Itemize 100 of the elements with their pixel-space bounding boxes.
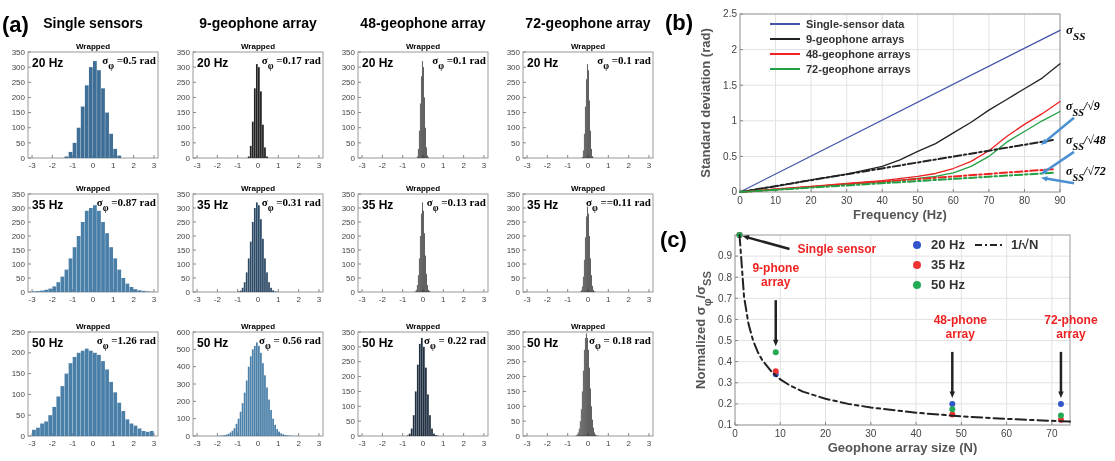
y-tick-label: 200 (176, 231, 191, 241)
x-tick-label: 60 (1001, 428, 1013, 439)
chart-subtitle: Wrapped (570, 42, 606, 51)
x-tick-label: 40 (910, 428, 923, 439)
x-tick-label: 1 (111, 439, 117, 448)
x-tick-label: 2 (296, 295, 302, 304)
chart-subtitle: Wrapped (75, 42, 111, 51)
y-tick-label: 300 (341, 62, 356, 72)
annotation: 20 Hz (32, 56, 64, 70)
y-tick-label: 300 (506, 203, 521, 213)
x-tick-label: -3 (193, 295, 202, 304)
x-tick-label: 3 (646, 439, 652, 448)
legend-label: 20 Hz (931, 237, 966, 252)
chart-subtitle: Wrapped (240, 42, 276, 51)
y-tick-label: 0 (20, 287, 26, 297)
x-tick-label: 0 (585, 295, 591, 304)
y-tick-label: 0.8 (718, 271, 733, 283)
x-tick-label: 3 (151, 161, 157, 170)
y-tick-label: 250 (176, 217, 191, 227)
x-tick-label: 1 (276, 295, 282, 304)
x-tick-label: 60 (947, 195, 960, 206)
x-tick-label: 40 (876, 195, 889, 206)
x-tick-label: 20 (819, 428, 832, 439)
x-tick-label: 30 (841, 195, 853, 206)
x-tick-label: 3 (481, 439, 487, 448)
y-tick-label: 300 (341, 203, 356, 213)
y-tick-label: 150 (11, 245, 26, 255)
y-tick-label: 500 (176, 345, 191, 354)
annotation: 20 Hz (527, 56, 559, 70)
annotation: σ$_{φ}$ =1.26 rad (96, 334, 156, 351)
y-tick-label: 150 (506, 108, 521, 118)
y-tick-label: 100 (506, 259, 521, 269)
y-tick-label: 300 (506, 342, 521, 352)
y-tick-label: 100 (11, 123, 26, 133)
y-tick-label: 0.5 (723, 150, 738, 162)
y-tick-label: 300 (176, 379, 191, 389)
x-tick-label: -2 (213, 161, 222, 170)
legend-label: 9-geophone arrays (806, 33, 905, 45)
x-tick-label: 2 (626, 161, 632, 170)
annotation: σ$_{φ}$ =0.87 rad (96, 196, 156, 213)
x-tick-label: 0 (255, 439, 261, 448)
chart-subtitle: Wrapped (405, 42, 441, 51)
x-tick-label: 2 (296, 439, 302, 448)
y-tick-label: 250 (176, 77, 191, 87)
chart-title: 9-geophone array (199, 15, 317, 31)
y-tick-label: 300 (176, 62, 191, 72)
y-tick-label: 50 (346, 138, 356, 148)
x-tick-label: -3 (28, 439, 37, 448)
annotation: 20 Hz (197, 56, 229, 70)
x-tick-label: 50 (912, 195, 924, 206)
x-tick-label: 1 (111, 295, 117, 304)
legend-label: 72-geophone arrays (806, 63, 911, 75)
y-tick-label: 2 (731, 43, 738, 55)
y-tick-label: 250 (506, 77, 521, 87)
x-tick-label: -1 (399, 295, 407, 304)
x-tick-label: -3 (193, 439, 202, 448)
legend-label: 1/√N (1011, 237, 1039, 252)
x-tick-label: -3 (358, 295, 367, 304)
y-tick-label: 150 (11, 369, 26, 379)
y-tick-label: 0.1 (718, 419, 733, 431)
y-tick-label: 200 (11, 231, 26, 241)
y-tick-label: 200 (341, 372, 356, 382)
y-tick-label: 300 (11, 203, 26, 213)
annotation: Single sensor (797, 242, 877, 256)
y-axis-title: Standard deviation (rad) (698, 28, 713, 178)
x-tick-label: -2 (48, 161, 57, 170)
y-tick-label: 350 (506, 327, 521, 337)
y-tick-label: 100 (506, 123, 521, 133)
annotation: 35 Hz (362, 198, 394, 212)
y-tick-label: 100 (341, 259, 356, 269)
y-tick-label: 50 (346, 273, 356, 283)
x-tick-label: -1 (69, 439, 77, 448)
x-tick-label: 70 (1046, 428, 1058, 439)
x-tick-label: 1 (606, 161, 612, 170)
y-tick-label: 300 (341, 342, 356, 352)
annotation: 35 Hz (32, 198, 64, 212)
y-tick-label: 100 (176, 123, 191, 133)
y-tick-label: 0 (515, 153, 521, 163)
annotation: 50 Hz (527, 336, 559, 350)
text: (a) (2, 12, 29, 37)
annotation: 50 Hz (32, 336, 64, 350)
chart-title: Wrapped (240, 184, 276, 193)
x-tick-label: -3 (358, 161, 367, 170)
x-tick-label: 2 (131, 439, 137, 448)
x-tick-label: 0 (585, 439, 591, 448)
x-tick-label: 2 (626, 295, 632, 304)
x-tick-label: -2 (213, 439, 222, 448)
chart-title: Wrapped (405, 322, 441, 331)
x-tick-label: 1 (276, 439, 282, 448)
x-tick-label: 0 (420, 161, 426, 170)
y-tick-label: 50 (346, 416, 356, 426)
x-tick-label: -1 (564, 161, 572, 170)
x-tick-label: -2 (378, 161, 387, 170)
y-tick-label: 0.2 (718, 398, 733, 410)
text: σ$_{SS}$/√9 (1066, 98, 1100, 118)
y-tick-label: 0.6 (718, 313, 733, 325)
y-tick-label: 250 (11, 77, 26, 87)
y-tick-label: 350 (176, 189, 191, 199)
y-tick-label: 1 (731, 115, 738, 127)
y-tick-label: 0 (185, 287, 191, 297)
